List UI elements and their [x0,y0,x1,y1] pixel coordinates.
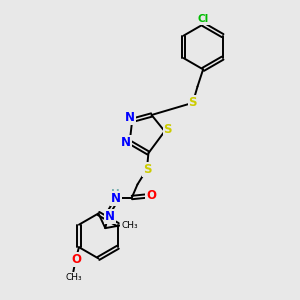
Text: N: N [121,136,131,149]
Text: N: N [105,210,115,224]
Text: Cl: Cl [197,14,209,24]
Text: O: O [71,253,82,266]
Text: N: N [111,192,121,205]
Text: CH₃: CH₃ [121,220,138,230]
Text: S: S [189,96,197,109]
Text: N: N [125,111,135,124]
Text: CH₃: CH₃ [65,273,82,282]
Text: S: S [164,123,172,136]
Text: S: S [142,163,151,176]
Text: O: O [146,189,156,203]
Text: H: H [111,189,120,200]
